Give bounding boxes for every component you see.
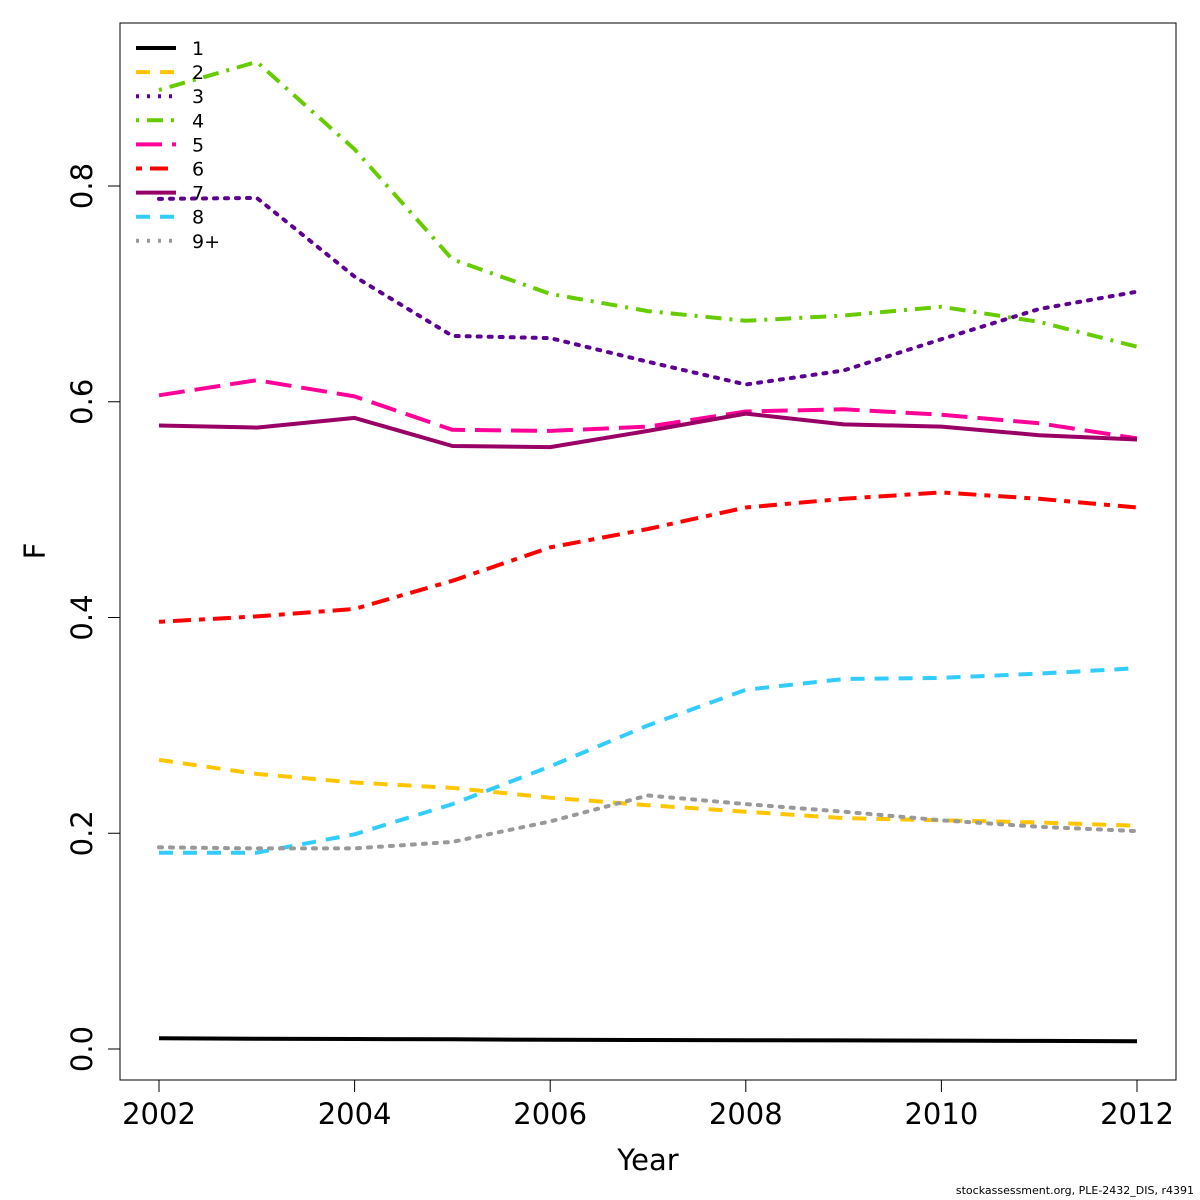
x-tick-label: 2006 bbox=[513, 1097, 587, 1131]
plot-frame bbox=[119, 22, 1177, 1081]
series-line-7 bbox=[158, 411, 1138, 450]
series-line-9plus bbox=[157, 793, 1139, 851]
series-line-2 bbox=[158, 757, 1138, 828]
series-line-3 bbox=[157, 195, 1139, 387]
series-line-4 bbox=[158, 59, 1138, 349]
x-tick-label: 2002 bbox=[122, 1097, 196, 1131]
footer-text: stockassessment.org, PLE-2432_DIS, r4391 bbox=[955, 1184, 1194, 1197]
series-line-6 bbox=[158, 490, 1138, 624]
x-axis-label: Year bbox=[616, 1143, 678, 1177]
x-tick-label: 2004 bbox=[318, 1097, 392, 1131]
legend-label: 8 bbox=[192, 207, 204, 229]
y-tick-label: 0.6 bbox=[65, 379, 99, 425]
x-tick-label: 2010 bbox=[904, 1097, 978, 1131]
series-layer bbox=[157, 59, 1139, 1044]
x-tick-label: 2008 bbox=[709, 1097, 783, 1131]
series-line-1 bbox=[158, 1036, 1138, 1044]
y-tick-label: 0.2 bbox=[65, 810, 99, 856]
y-axis: 0.0 0.2 0.4 0.6 0.8 bbox=[65, 163, 121, 1072]
legend-label: 4 bbox=[192, 110, 204, 132]
x-axis: 2002 2004 2006 2008 2010 2012 bbox=[122, 1079, 1174, 1131]
y-tick-label: 0.8 bbox=[65, 163, 99, 209]
legend-label: 9+ bbox=[192, 231, 220, 253]
legend-label: 7 bbox=[192, 183, 204, 205]
y-tick-label: 0.4 bbox=[65, 594, 99, 640]
series-line-5 bbox=[158, 378, 1138, 441]
legend-label: 3 bbox=[192, 86, 204, 108]
series-line-8 bbox=[159, 666, 1138, 855]
legend-label: 1 bbox=[192, 38, 204, 60]
legend-label: 6 bbox=[192, 159, 204, 181]
y-tick-label: 0.0 bbox=[65, 1026, 99, 1072]
legend-label: 2 bbox=[192, 62, 204, 84]
y-axis-label: F bbox=[18, 543, 52, 560]
legend-label: 5 bbox=[192, 134, 204, 156]
x-tick-label: 2012 bbox=[1100, 1097, 1174, 1131]
